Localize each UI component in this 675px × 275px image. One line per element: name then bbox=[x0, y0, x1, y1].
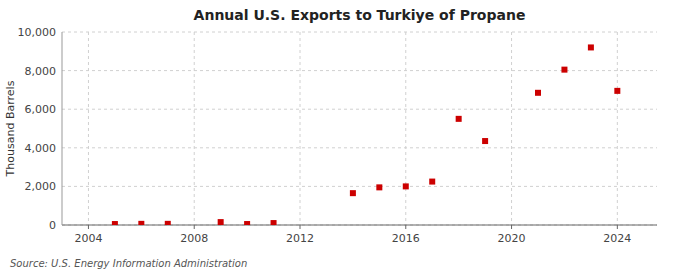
point bbox=[429, 179, 435, 185]
y-grid-line bbox=[62, 225, 657, 226]
y-tick-label: 8,000 bbox=[25, 65, 57, 78]
x-tick bbox=[617, 225, 618, 229]
y-tick-label: 10,000 bbox=[18, 26, 57, 39]
point bbox=[218, 219, 224, 225]
y-tick-label: 6,000 bbox=[25, 103, 57, 116]
y-grid-line bbox=[62, 147, 657, 148]
point bbox=[403, 183, 409, 189]
point bbox=[561, 67, 567, 73]
y-grid-line bbox=[62, 186, 657, 187]
x-axis-line bbox=[62, 225, 657, 226]
x-grid-line bbox=[88, 32, 89, 225]
y-tick-label: 0 bbox=[49, 219, 56, 232]
grid bbox=[62, 32, 657, 225]
title: Annual U.S. Exports to Turkiye of Propan… bbox=[194, 7, 526, 23]
x-tick-label: 2024 bbox=[603, 232, 631, 245]
x-tick-label: 2020 bbox=[498, 232, 526, 245]
x-tick-label: 2008 bbox=[180, 232, 208, 245]
point bbox=[138, 221, 144, 225]
x-grid-line bbox=[405, 32, 406, 225]
y-grid-line bbox=[62, 109, 657, 110]
x-grid-line bbox=[617, 32, 618, 225]
y-grid-line bbox=[62, 32, 657, 33]
point bbox=[535, 90, 541, 96]
point bbox=[112, 221, 118, 225]
y-tick-label: 2,000 bbox=[25, 180, 57, 193]
x-grid-line bbox=[300, 32, 301, 225]
point bbox=[350, 190, 356, 196]
x-tick bbox=[405, 225, 406, 229]
chart: 0 2,000 4,000 6,000 8,000 10,000 2004 2008 2012 2… bbox=[0, 0, 675, 275]
x-tick bbox=[511, 225, 512, 229]
background bbox=[0, 0, 675, 275]
x-grid-line bbox=[194, 32, 195, 225]
point bbox=[614, 88, 620, 94]
point bbox=[165, 221, 171, 225]
point bbox=[244, 221, 250, 225]
point bbox=[271, 220, 277, 225]
point bbox=[456, 116, 462, 122]
y-axis-label: Thousand Barrels bbox=[4, 80, 17, 177]
x-grid-line bbox=[511, 32, 512, 225]
x-tick bbox=[194, 225, 195, 229]
x-tick bbox=[300, 225, 301, 229]
y-axis-line bbox=[62, 32, 63, 225]
x-tick-label: 2004 bbox=[74, 232, 102, 245]
y-grid-line bbox=[62, 70, 657, 71]
points bbox=[112, 44, 620, 225]
point bbox=[376, 184, 382, 190]
source-note: Source: U.S. Energy Information Administ… bbox=[10, 258, 247, 269]
point bbox=[588, 44, 594, 50]
y-tick-label: 4,000 bbox=[25, 142, 57, 155]
x-tick-label: 2012 bbox=[286, 232, 314, 245]
x-tick bbox=[88, 225, 89, 229]
x-tick-label: 2016 bbox=[392, 232, 420, 245]
point bbox=[482, 138, 488, 144]
